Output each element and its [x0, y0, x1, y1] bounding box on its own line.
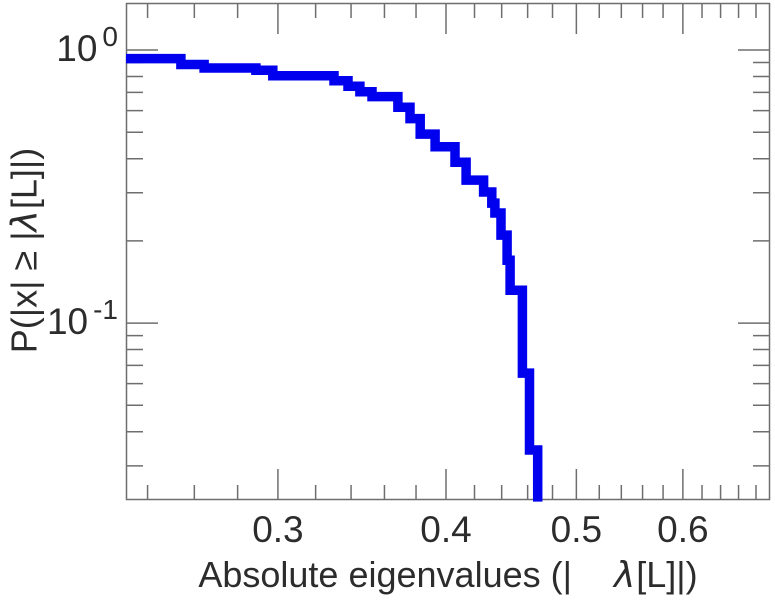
x-axis-title-lambda: λ — [613, 555, 636, 596]
y-tick-label-base: 10 — [56, 28, 98, 70]
y-tick-label-exponent: 0 — [102, 21, 118, 53]
x-axis-title-prefix: Absolute eigenvalues (| — [198, 554, 572, 595]
x-tick-label-0.5: 0.5 — [550, 509, 603, 550]
y-axis-title-lambda: λ — [4, 210, 46, 232]
y-axis-title-prefix: P(|x| ≥ | — [3, 231, 45, 354]
ccdf-curve — [126, 53, 543, 502]
y-tick-label-10e-1: 10 -1 — [46, 294, 118, 343]
x-tick-label-0.4: 0.4 — [420, 509, 472, 550]
x-axis-title: Absolute eigenvalues (| λ[L]|) — [126, 556, 770, 594]
plot-frame — [125, 2, 771, 501]
y-axis-title: P(|x| ≥ |λ[L]|) — [3, 1, 46, 501]
y-tick-label-10e0: 10 0 — [56, 21, 118, 70]
x-axis-title-suffix: [L]|) — [636, 554, 698, 595]
x-tick-label-0.3: 0.3 — [252, 509, 304, 550]
y-tick-label-base: 10 — [46, 301, 89, 343]
y-tick-label-exponent: -1 — [93, 294, 118, 326]
y-axis-title-suffix: [L]|) — [3, 147, 45, 210]
x-tick-label-0.6: 0.6 — [657, 509, 709, 550]
